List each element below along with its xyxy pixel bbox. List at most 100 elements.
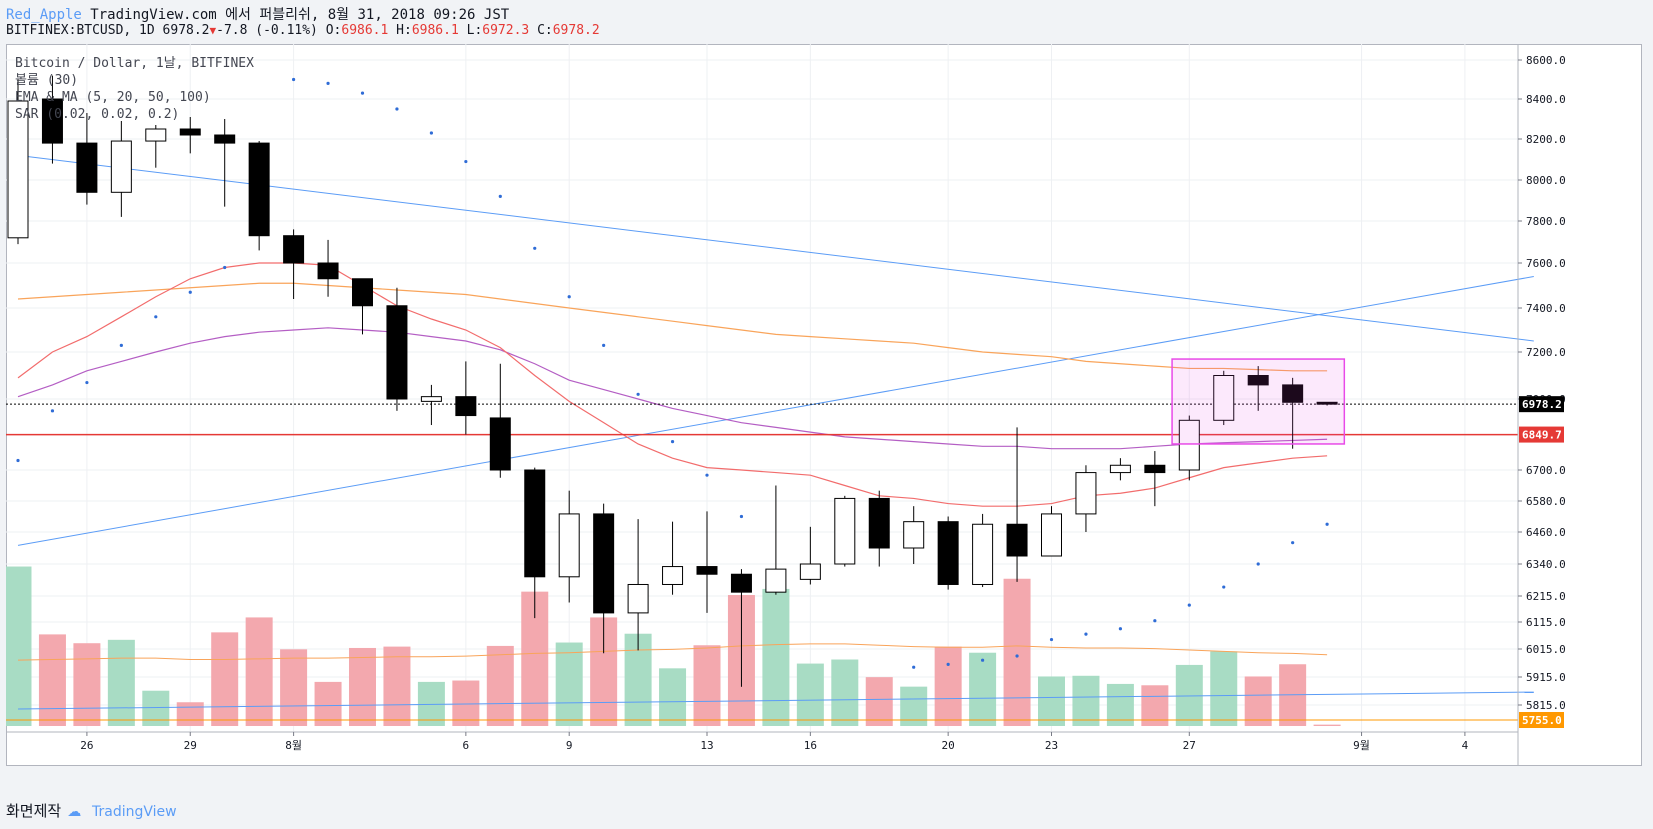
volume-bar [969, 652, 997, 726]
author-link[interactable]: Red_Apple [6, 7, 82, 23]
high-value: 6986.1 [411, 23, 459, 38]
price-chart[interactable]: 8600.0 8400.0 8200.0 8000.0 7800.0 7600.0 7400… [6, 44, 1642, 766]
candle [937, 516, 959, 590]
candle-body [41, 98, 63, 144]
candle [1213, 370, 1235, 426]
candle [352, 278, 373, 335]
candle [145, 125, 167, 168]
tradingview-brand[interactable]: TradingView [91, 804, 177, 820]
candle [179, 117, 201, 154]
time-tick-label: 20 [942, 739, 955, 752]
price-tick-label: 7600.0 [1526, 257, 1566, 270]
footer: 화면제작 ☁ TradingView [6, 800, 177, 821]
volume-bar [1244, 676, 1272, 726]
volume-bar [6, 566, 32, 726]
candle-body [1247, 375, 1269, 386]
sar-dot [1153, 619, 1157, 623]
candle [489, 363, 511, 478]
volume-bar [659, 668, 687, 726]
volume-bar [452, 680, 480, 726]
candle-body [179, 128, 201, 136]
volume-bar [211, 632, 239, 726]
sar-dot [326, 81, 330, 85]
candle [1109, 458, 1131, 481]
candle-body [593, 513, 615, 614]
candle [1316, 401, 1338, 406]
volume-bar [142, 690, 170, 726]
volume-bar [1141, 685, 1169, 726]
price-tick-label: 6460.0 [1526, 526, 1566, 539]
candle-body [1213, 375, 1235, 421]
close-label: C: [537, 23, 553, 38]
candle [696, 511, 718, 613]
sar-dot [223, 265, 227, 270]
legend-ema-ma: EMA & MA (5, 20, 50, 100) [15, 90, 211, 105]
candle-body [248, 142, 270, 237]
sar-dot [395, 107, 399, 111]
current-price-tag: 6978.2 [1522, 398, 1562, 411]
candle [1075, 465, 1097, 532]
candle-body [1282, 384, 1304, 403]
candle [110, 121, 132, 217]
down-triangle-icon: ▼ [209, 24, 217, 37]
candle-body [868, 497, 890, 549]
sar-dot [1187, 603, 1191, 607]
sar-dot [16, 458, 20, 463]
open-label: O: [325, 23, 342, 38]
low-label: L: [466, 23, 483, 38]
ema5-line [17, 262, 1328, 507]
candle-body [558, 513, 580, 578]
price-tick-label: 7800.0 [1526, 215, 1566, 228]
made-with-label: 화면제작 [6, 802, 62, 820]
high-label: H: [396, 23, 412, 38]
candle-body [386, 305, 408, 400]
tradingview-logo-icon[interactable]: ☁ [67, 804, 82, 820]
legend-volume: 볼륨 (30) [15, 73, 79, 88]
candle-body [7, 100, 29, 239]
trendline-up [17, 276, 1534, 546]
candle [868, 490, 890, 567]
volume-bar [349, 647, 376, 726]
time-tick-label: 16 [804, 739, 817, 752]
candle-body [489, 417, 511, 471]
volume-bar [73, 643, 101, 726]
candle-body [730, 573, 752, 593]
volume-bar [555, 642, 583, 726]
candle [455, 361, 477, 435]
candle [248, 141, 270, 251]
candle-body [1109, 464, 1131, 474]
low-value: 6972.3 [482, 23, 530, 38]
candle [662, 521, 684, 595]
candle-body [1041, 513, 1062, 557]
volume-bar [1106, 683, 1134, 726]
sar-dot [498, 194, 502, 198]
sar-dot [50, 409, 55, 413]
volume-bar [1313, 724, 1341, 726]
candle-body [76, 142, 98, 193]
candle-body [455, 396, 477, 417]
legend-sar: SAR (0.02, 0.02, 0.2) [15, 107, 180, 122]
sar-dot [464, 159, 468, 164]
candle-body [1316, 401, 1338, 405]
time-tick-label: 27 [1183, 739, 1196, 752]
trendline-down [17, 154, 1534, 342]
volume-level-tag-bg [1519, 712, 1564, 728]
price-tick-label: 7200.0 [1526, 346, 1566, 359]
open-value: 6986.1 [341, 23, 389, 38]
sar-dot [946, 662, 950, 667]
volume-bar [383, 646, 411, 726]
price-tick-label: 8400.0 [1526, 93, 1566, 106]
candle-body [524, 469, 546, 578]
candle [283, 229, 305, 299]
volume-bar [107, 639, 135, 726]
sar-dot [705, 473, 709, 477]
volume-ma-line [17, 643, 1328, 661]
time-tick-label: 9 [566, 739, 573, 752]
candle [1247, 366, 1269, 411]
time-tick-label: 6 [463, 739, 470, 752]
time-tick-label: 23 [1045, 739, 1058, 752]
candle [1282, 377, 1304, 449]
candle-body [765, 568, 787, 593]
candle [972, 513, 994, 588]
volume-bar [176, 702, 204, 726]
